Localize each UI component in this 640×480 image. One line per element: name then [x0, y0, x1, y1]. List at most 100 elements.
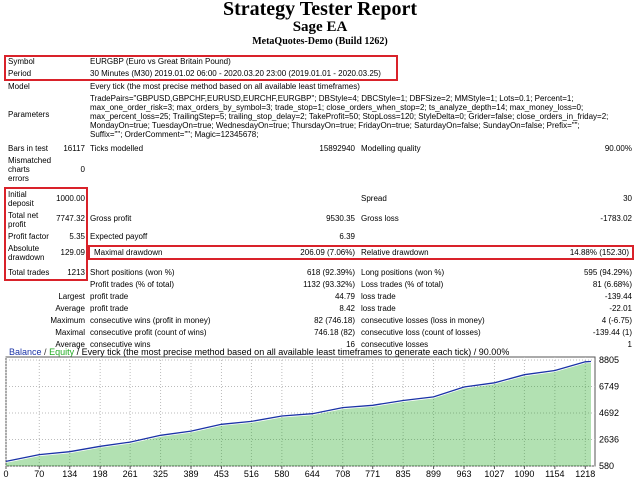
model-label: Model — [8, 82, 30, 91]
short-label: Short positions (won %) — [90, 268, 175, 277]
long-value: 595 (94.29%) — [583, 268, 632, 277]
initial-value: 1000.00 — [56, 194, 85, 203]
symbol-period-highlight — [4, 55, 398, 81]
symbol-value: EURGBP (Euro vs Great Britain Pound) — [90, 57, 231, 66]
grossprofit-label: Gross profit — [90, 214, 132, 223]
mismatched-label: errors — [8, 174, 29, 183]
short-value: 618 (92.39%) — [306, 268, 355, 277]
mcw-value: 82 (746.18) — [314, 316, 355, 325]
symbol-label: Symbol — [8, 57, 35, 66]
ticks-value: 15892940 — [319, 144, 355, 153]
totalnet-value: 7747.32 — [56, 214, 85, 223]
reldd-label: Relative drawdown — [361, 248, 429, 257]
balance-line — [5, 360, 592, 463]
mismatched-label: Mismatched — [8, 156, 52, 165]
period-value: 30 Minutes (M30) 2019.01.02 06:00 - 2020… — [90, 69, 381, 78]
maxdd-value: 206.09 (7.06%) — [300, 248, 355, 257]
x-tick-label: 389 — [183, 469, 198, 479]
legend: Balance / Equity / Every tick (the most … — [9, 347, 509, 357]
maxdd-label: Maximal drawdown — [94, 248, 163, 257]
parameters-line: MondayOn=true; TuesdayOn=true; Wednesday… — [90, 121, 580, 130]
reldd-value: 14.88% (152.30) — [569, 248, 629, 257]
average2-label: Average — [55, 340, 85, 349]
x-tick-label: 453 — [214, 469, 229, 479]
x-tick-label: 516 — [244, 469, 259, 479]
x-tick-label: 771 — [365, 469, 380, 479]
x-tick-label: 134 — [62, 469, 77, 479]
pf-value: 5.35 — [69, 232, 85, 241]
mcp-value: 746.18 (82) — [314, 328, 355, 337]
llt-value: -139.44 — [604, 292, 632, 301]
mclc-value: -139.44 (1) — [592, 328, 632, 337]
x-tick-label: 70 — [34, 469, 44, 479]
absdd-label: drawdown — [8, 253, 45, 262]
grossloss-label: Gross loss — [361, 214, 399, 223]
lt-label: Loss trades (% of total) — [361, 280, 444, 289]
absdd-label: Absolute — [8, 244, 40, 253]
balance-chart: Balance / Equity / Every tick (the most … — [3, 347, 619, 479]
initial-label: deposit — [8, 199, 34, 208]
ep-label: Expected payoff — [90, 232, 148, 241]
grossprofit-value: 9530.35 — [326, 214, 355, 223]
mcp-label: consecutive profit (count of wins) — [90, 328, 207, 337]
alt-label: loss trade — [361, 304, 396, 313]
grid — [5, 357, 595, 467]
acw-value: 16 — [346, 340, 355, 349]
pt-label: Profit trades (% of total) — [90, 280, 175, 289]
pf-label: Profit factor — [8, 232, 49, 241]
x-tick-label: 1154 — [545, 469, 564, 479]
mcw-label: consecutive wins (profit in money) — [90, 316, 211, 325]
x-tick-label: 835 — [396, 469, 411, 479]
x-tick-label: 899 — [426, 469, 441, 479]
x-tick-label: 198 — [93, 469, 108, 479]
totalnet-label: profit — [8, 220, 26, 229]
x-tick-label: 261 — [123, 469, 138, 479]
ticks-label: Ticks modelled — [90, 144, 144, 153]
pt-value: 1132 (93.32%) — [303, 280, 355, 289]
mcl-value: 4 (-6.75) — [601, 316, 632, 325]
parameters-line: max_percent_loss=25; TrailingStep=5; tra… — [90, 112, 609, 121]
x-tick-label: 1090 — [514, 469, 534, 479]
legend-balance: Balance — [9, 347, 42, 357]
x-axis: 0 70 134 198 261 325 389 453 516 580 644 708 771 835 8… — [3, 466, 595, 479]
y-tick-label: 2636 — [599, 435, 619, 445]
x-tick-label: 325 — [153, 469, 168, 479]
ea-name: Sage EA — [292, 19, 348, 35]
mclc-label: consecutive loss (count of losses) — [361, 328, 481, 337]
x-tick-label: 1218 — [575, 469, 595, 479]
acw-label: consecutive wins — [90, 340, 151, 349]
server-build: MetaQuotes-Demo (Build 1262) — [252, 36, 388, 47]
tt-label: Total trades — [8, 268, 50, 277]
bars-label: Bars in test — [8, 144, 49, 153]
mismatched-value: 0 — [80, 165, 85, 174]
spread-label: Spread — [361, 194, 387, 203]
report-title: Strategy Tester Report — [222, 0, 418, 20]
apt-label: profit trade — [90, 304, 129, 313]
legend-sep: / — [44, 347, 47, 357]
alt-value: -22.01 — [609, 304, 632, 313]
absdd-value: 129.09 — [60, 248, 85, 257]
bars-value: 16117 — [63, 144, 85, 153]
ep-value: 6.39 — [339, 232, 355, 241]
quality-label: Modelling quality — [361, 144, 421, 153]
y-axis: 8805 6749 4692 2636 580 — [599, 355, 619, 471]
lpt-value: 44.79 — [334, 292, 355, 301]
y-tick-label: 8805 — [599, 355, 619, 365]
model-value: Every tick (the most precise method base… — [90, 82, 360, 91]
legend-rest: / Every tick (the most precise method ba… — [77, 347, 510, 357]
parameters-line: TradePairs="GBPUSD,GBPCHF,EURUSD,EURCHF,… — [90, 94, 574, 103]
apt-value: 8.42 — [339, 304, 355, 313]
drawdown-highlight — [88, 245, 634, 260]
largest-label: Largest — [58, 292, 85, 301]
y-tick-label: 6749 — [599, 381, 619, 391]
y-tick-label: 580 — [599, 461, 614, 471]
long-label: Long positions (won %) — [361, 268, 445, 277]
maximal-label: Maximal — [55, 328, 85, 337]
x-tick-label: 0 — [3, 469, 8, 479]
x-tick-label: 963 — [456, 469, 471, 479]
quality-value: 90.00% — [604, 144, 632, 153]
grossloss-value: -1783.02 — [600, 214, 632, 223]
mismatched-label: charts — [8, 165, 30, 174]
tt-value: 1213 — [67, 268, 85, 277]
initial-label: Initial — [8, 190, 27, 199]
